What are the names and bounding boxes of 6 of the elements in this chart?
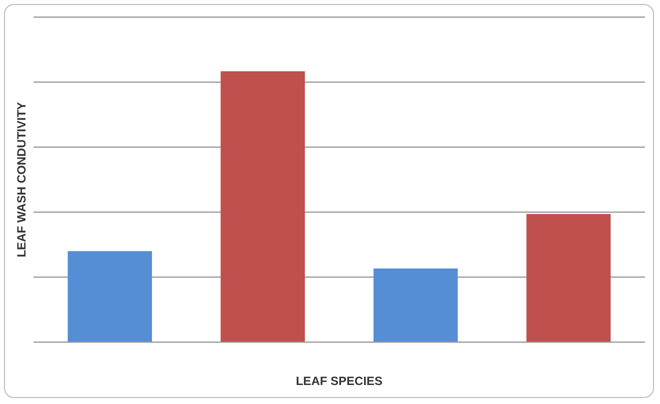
x-axis-title: LEAF SPECIES: [296, 374, 383, 388]
bar: [220, 71, 305, 342]
bar: [374, 268, 458, 342]
bar: [68, 251, 152, 342]
bar: [526, 214, 611, 342]
y-axis-title: LEAF WASH CONDUTIVITY: [14, 102, 29, 258]
